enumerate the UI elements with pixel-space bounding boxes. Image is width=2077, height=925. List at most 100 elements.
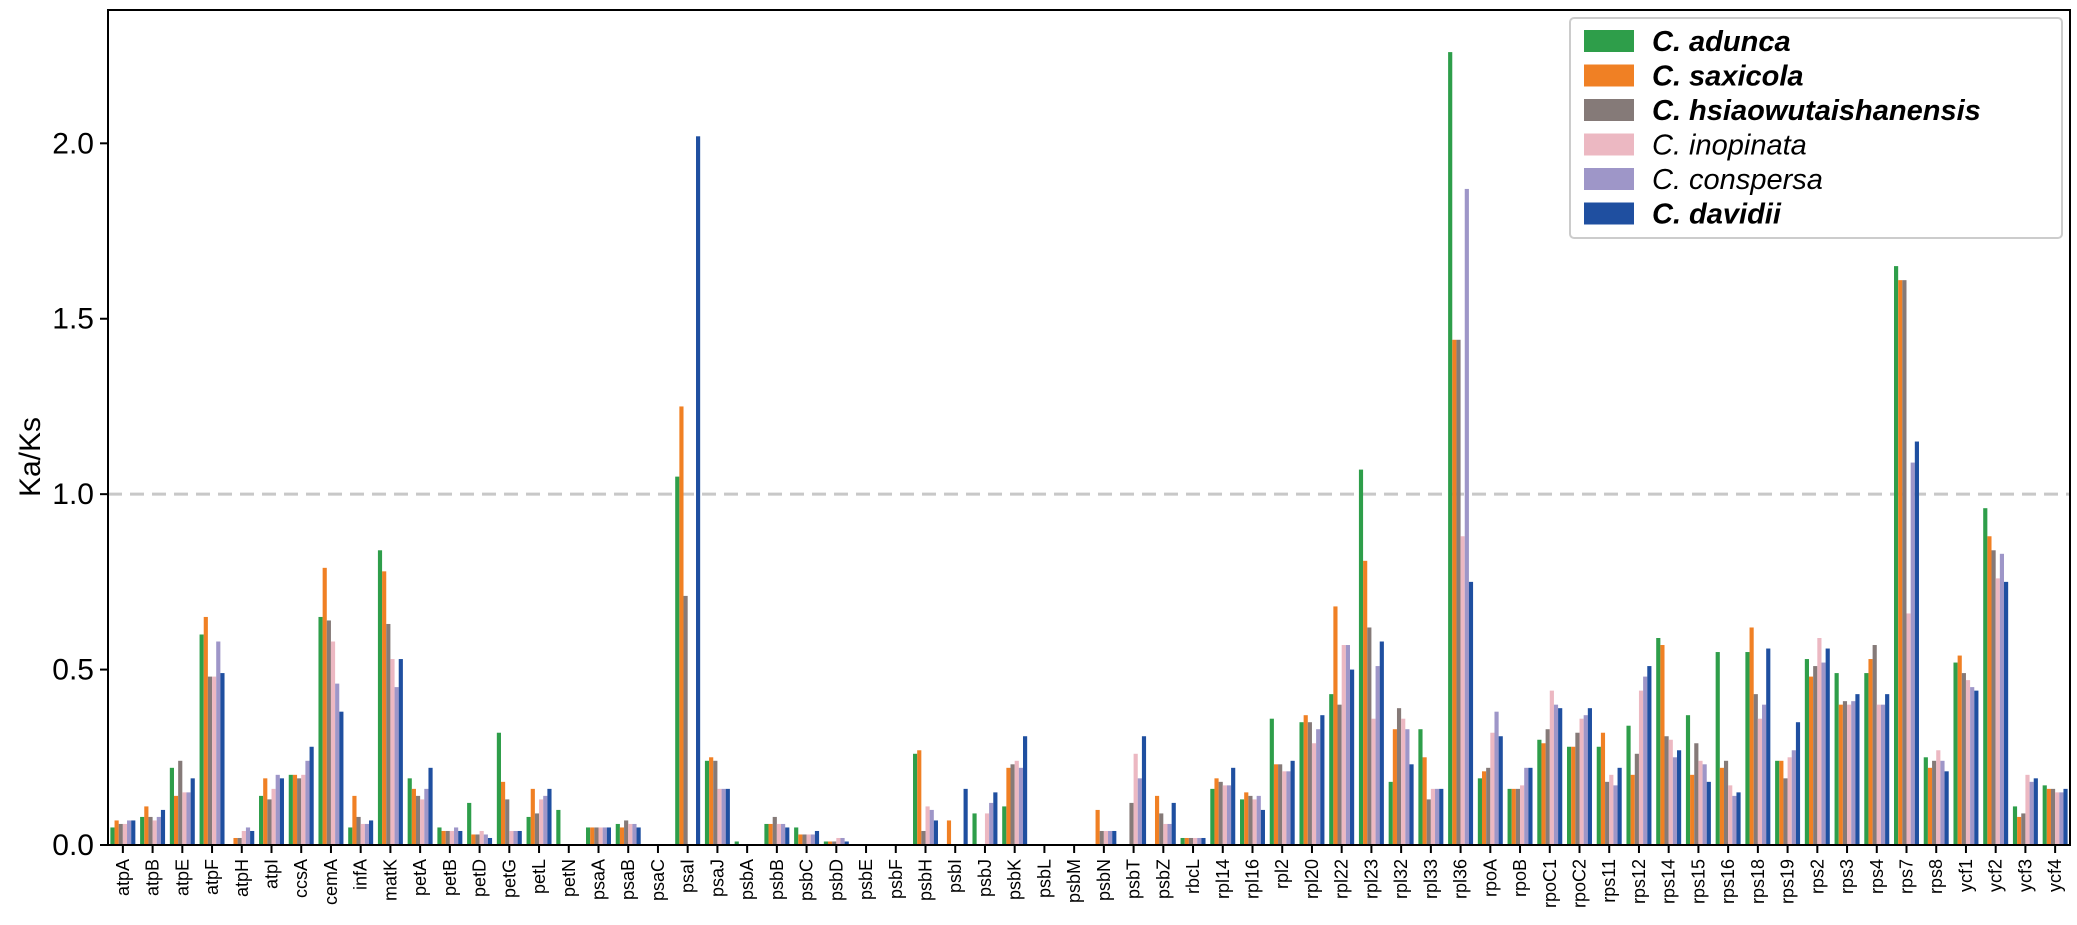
x-tick-label: petN (559, 859, 579, 897)
bar-rpl2-3 (1282, 771, 1287, 845)
x-tick-label: psbC (797, 859, 817, 901)
bar-ccsA-1 (292, 774, 298, 845)
bar-rps4-5 (1885, 694, 1890, 845)
bar-rpl23-3 (1371, 718, 1376, 845)
bar-infA-1 (352, 795, 357, 845)
bar-rpl22-5 (1350, 669, 1355, 845)
bar-rps3-3 (1847, 704, 1852, 845)
bar-rbcL-3 (1193, 837, 1198, 845)
bar-rps11-3 (1609, 774, 1614, 845)
bar-psaB-2 (624, 820, 629, 845)
bar-psaI-5 (696, 136, 701, 846)
bar-psbH-4 (929, 809, 934, 845)
bar-atpF-0 (199, 634, 204, 845)
bar-rpl22-4 (1345, 645, 1350, 845)
bar-rpl36-2 (1456, 339, 1461, 845)
bar-rpl14-1 (1214, 778, 1219, 845)
bar-rpoC1-1 (1541, 743, 1546, 845)
bar-petD-0 (467, 802, 472, 845)
x-tick-label: petA (410, 859, 430, 896)
bar-matK-1 (382, 571, 387, 845)
bar-psbT-5 (1141, 736, 1147, 845)
bar-rps15-2 (1694, 743, 1699, 845)
bar-rps12-5 (1647, 666, 1652, 845)
bar-rpl14-0 (1210, 788, 1215, 845)
bar-rps12-0 (1626, 725, 1631, 845)
bar-rpl32-3 (1401, 718, 1406, 845)
bar-rps15-5 (1706, 781, 1711, 845)
bar-rpl23-2 (1367, 627, 1372, 845)
bar-rps8-3 (1936, 750, 1941, 845)
bar-psbC-3 (806, 834, 811, 845)
x-tick-label: rps15 (1688, 859, 1708, 904)
x-tick-label: psbE (856, 859, 876, 900)
bar-rpl20-2 (1307, 722, 1312, 845)
bar-rpl33-4 (1435, 788, 1440, 845)
bar-rpl22-0 (1329, 694, 1334, 845)
x-tick-label: rpoC1 (1540, 859, 1560, 908)
bar-rpl22-1 (1333, 606, 1338, 845)
bar-psbN-3 (1103, 830, 1109, 845)
bar-rpl23-1 (1363, 560, 1368, 845)
bar-rpoA-2 (1486, 767, 1491, 845)
bar-psaA-5 (606, 827, 611, 845)
bar-rbcL-0 (1180, 837, 1185, 845)
x-tick-label: psaA (589, 859, 609, 900)
bar-psaA-1 (590, 827, 595, 845)
bar-psbD-2 (832, 841, 837, 845)
bar-rps18-1 (1749, 627, 1754, 845)
bar-petG-0 (496, 732, 501, 845)
bar-ycf2-4 (1999, 553, 2004, 845)
bar-ccsA-4 (305, 760, 310, 845)
bar-rpoC2-4 (1583, 715, 1588, 845)
bar-rpoC2-1 (1571, 746, 1576, 845)
bar-petB-0 (437, 827, 442, 845)
bar-rps4-1 (1868, 659, 1873, 845)
bar-psbT-3 (1133, 753, 1138, 845)
bar-rpl33-5 (1439, 788, 1444, 845)
x-tick-label: ccsA (291, 859, 311, 898)
x-tick-label: psbI (945, 859, 965, 893)
bar-rpoC1-4 (1553, 704, 1559, 845)
bar-rps15-0 (1685, 715, 1691, 845)
x-tick-label: rpl36 (1451, 859, 1471, 899)
bar-psbJ-3 (984, 813, 990, 845)
bar-ccsA-5 (309, 746, 314, 845)
bar-psbJ-4 (989, 802, 994, 845)
bar-psbC-0 (794, 827, 799, 845)
bar-rpoB-4 (1524, 767, 1529, 845)
x-tick-label: psbN (1094, 859, 1114, 901)
bar-rps7-1 (1898, 280, 1903, 845)
bar-petD-1 (471, 834, 476, 845)
x-tick-label: psbJ (975, 859, 995, 897)
x-tick-label: psaC (648, 859, 668, 901)
bar-psbD-4 (840, 837, 845, 845)
bar-psbK-2 (1010, 764, 1015, 845)
bar-rbcL-2 (1188, 837, 1194, 845)
bar-rpoC1-5 (1558, 708, 1563, 845)
x-tick-label: psbM (1064, 859, 1084, 903)
bar-psbN-5 (1112, 830, 1117, 845)
bar-infA-4 (364, 823, 369, 845)
bar-rps8-0 (1923, 757, 1928, 845)
bar-atpI-2 (267, 799, 272, 845)
bar-rpl20-4 (1316, 729, 1321, 845)
bar-cemA-2 (326, 620, 331, 845)
x-tick-label: rpl2 (1272, 859, 1292, 889)
bar-petB-5 (458, 830, 463, 845)
bar-psaI-1 (679, 406, 684, 845)
x-tick-label: rps2 (1807, 859, 1827, 894)
bar-rps19-2 (1783, 778, 1788, 845)
bar-ycf1-0 (1953, 662, 1958, 845)
x-tick-label: rps11 (1599, 859, 1619, 903)
bar-ycf1-5 (1974, 690, 1979, 845)
bar-psbD-1 (827, 841, 833, 845)
bar-rpl23-5 (1379, 641, 1384, 845)
bar-rps15-3 (1698, 760, 1703, 845)
bar-rps18-5 (1766, 648, 1771, 845)
bar-rpl16-3 (1252, 799, 1257, 845)
bar-atpF-4 (216, 641, 221, 845)
bar-psaB-4 (632, 823, 637, 845)
bar-atpE-0 (169, 767, 174, 845)
bar-rps11-4 (1613, 785, 1618, 845)
